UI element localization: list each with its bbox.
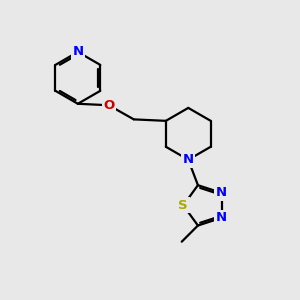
Text: N: N <box>216 211 227 224</box>
Text: N: N <box>216 186 227 200</box>
Text: O: O <box>103 99 114 112</box>
Text: S: S <box>178 199 188 212</box>
Text: N: N <box>183 153 194 166</box>
Text: N: N <box>72 45 83 58</box>
